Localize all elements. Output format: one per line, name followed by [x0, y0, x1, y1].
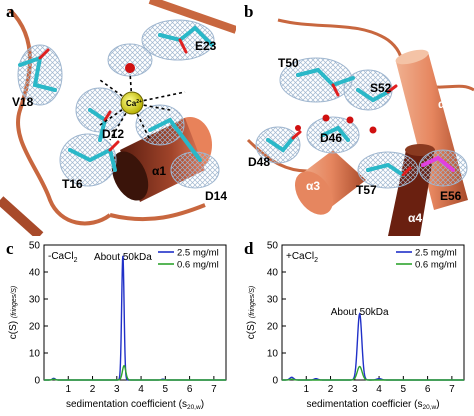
y-axis-label: c(S) (fringes/S) [246, 286, 257, 339]
residue-label-t16: T16 [62, 177, 83, 191]
series-line-2 [44, 364, 226, 381]
panel-label-b: b [244, 2, 254, 21]
residue-label-d48: D48 [248, 155, 270, 169]
sedimentation-chart-d: 0 10 20 30 40 50 1 2 3 4 5 6 7 2.5 mg/ml0.6 mg/ml +CaC… [246, 241, 465, 411]
residue-label-d14: D14 [205, 189, 227, 203]
y-axis-label: c(S) (fringes/S) [8, 286, 19, 339]
x-tick-label: 5 [163, 384, 169, 395]
y-tick-label: 20 [29, 322, 41, 333]
panel-label-c: c [6, 239, 14, 258]
legend-label-2: 0.6 mg/ml [177, 260, 219, 271]
y-tick-label: 50 [267, 241, 279, 252]
y-tick-label: 50 [29, 241, 41, 252]
y-tick-label: 30 [29, 295, 41, 306]
annotation-label: About 50kDa [331, 307, 389, 318]
helix-label-a1: α1 [152, 164, 166, 178]
x-tick-label: 7 [211, 384, 217, 395]
residue-label-s52: S52 [370, 81, 392, 95]
legend-label-1: 2.5 mg/ml [415, 248, 457, 259]
y-tick-label: 20 [267, 322, 279, 333]
x-tick-label: 2 [328, 384, 334, 395]
x-tick-label: 4 [138, 384, 144, 395]
y-tick-label: 0 [272, 376, 278, 387]
residue-label-v18: V18 [12, 95, 34, 109]
residue-label-t50: T50 [278, 56, 299, 70]
residue-label-d46: D46 [320, 131, 342, 145]
residue-label-t57: T57 [356, 183, 377, 197]
residue-label-e56: E56 [440, 189, 462, 203]
series-line-1 [282, 312, 464, 381]
panel-label-d: d [244, 239, 254, 258]
x-tick-label: 1 [65, 384, 71, 395]
x-tick-label: 3 [352, 384, 358, 395]
condition-label: +CaCl2 [286, 251, 318, 264]
y-tick-label: 0 [34, 376, 40, 387]
sedimentation-chart-c: 0 10 20 30 40 50 1 2 3 4 5 6 7 2.5 mg/ml0.6 mg/ml -CaC… [8, 241, 227, 411]
x-tick-label: 2 [90, 384, 96, 395]
condition-label: -CaCl2 [48, 251, 78, 264]
legend-label-2: 0.6 mg/ml [415, 260, 457, 271]
annotation-label: About 50kDa [94, 252, 152, 263]
x-tick-label: 6 [425, 384, 431, 395]
panel-c-chart: 0 10 20 30 40 50 1 2 3 4 5 6 7 2.5 mg/ml 0.6 mg/ml -CaC… [0, 237, 236, 416]
panel-label-a: a [6, 2, 15, 21]
x-tick-label: 4 [376, 384, 382, 395]
helix-label-a2: α2 [438, 97, 452, 111]
x-tick-label: 3 [114, 384, 120, 395]
residue-label-e23: E23 [195, 39, 217, 53]
legend-label-1: 2.5 mg/ml [177, 248, 219, 259]
y-tick-label: 10 [29, 349, 41, 360]
residue-label-d12: D12 [102, 127, 124, 141]
helix-label-a3: α3 [306, 179, 320, 193]
structure-b-illustration: T50 S52 D46 D48 T57 E56 α2 α3 α4 [238, 0, 474, 236]
x-tick-label: 5 [401, 384, 407, 395]
x-axis-label: sedimentation coefficier (s20,w) [306, 399, 439, 411]
panel-b-structure: T50 S52 D46 D48 T57 E56 α2 α3 α4 b [238, 0, 474, 236]
y-tick-label: 40 [267, 268, 279, 279]
x-tick-label: 6 [187, 384, 193, 395]
x-tick-label: 7 [449, 384, 455, 395]
x-axis-label: sedimentation coefficient (s20,w) [66, 399, 204, 411]
panel-a-structure: Ca2+ E23 V18 D12 T16 D14 α1 a [0, 0, 236, 236]
y-tick-label: 40 [29, 268, 41, 279]
structure-a-illustration: Ca2+ E23 V18 D12 T16 D14 α1 [0, 0, 236, 236]
series-line-2 [282, 365, 464, 381]
helix-label-a4: α4 [408, 211, 422, 225]
y-tick-label: 10 [267, 349, 279, 360]
series-line-1 [44, 255, 226, 381]
x-tick-label: 1 [303, 384, 309, 395]
ion-label: Ca2+ [126, 99, 142, 108]
panel-d-chart: 0 10 20 30 40 50 1 2 3 4 5 6 7 2.5 mg/ml 0.6 mg/ml +CaC… [238, 237, 474, 416]
y-tick-label: 30 [267, 295, 279, 306]
